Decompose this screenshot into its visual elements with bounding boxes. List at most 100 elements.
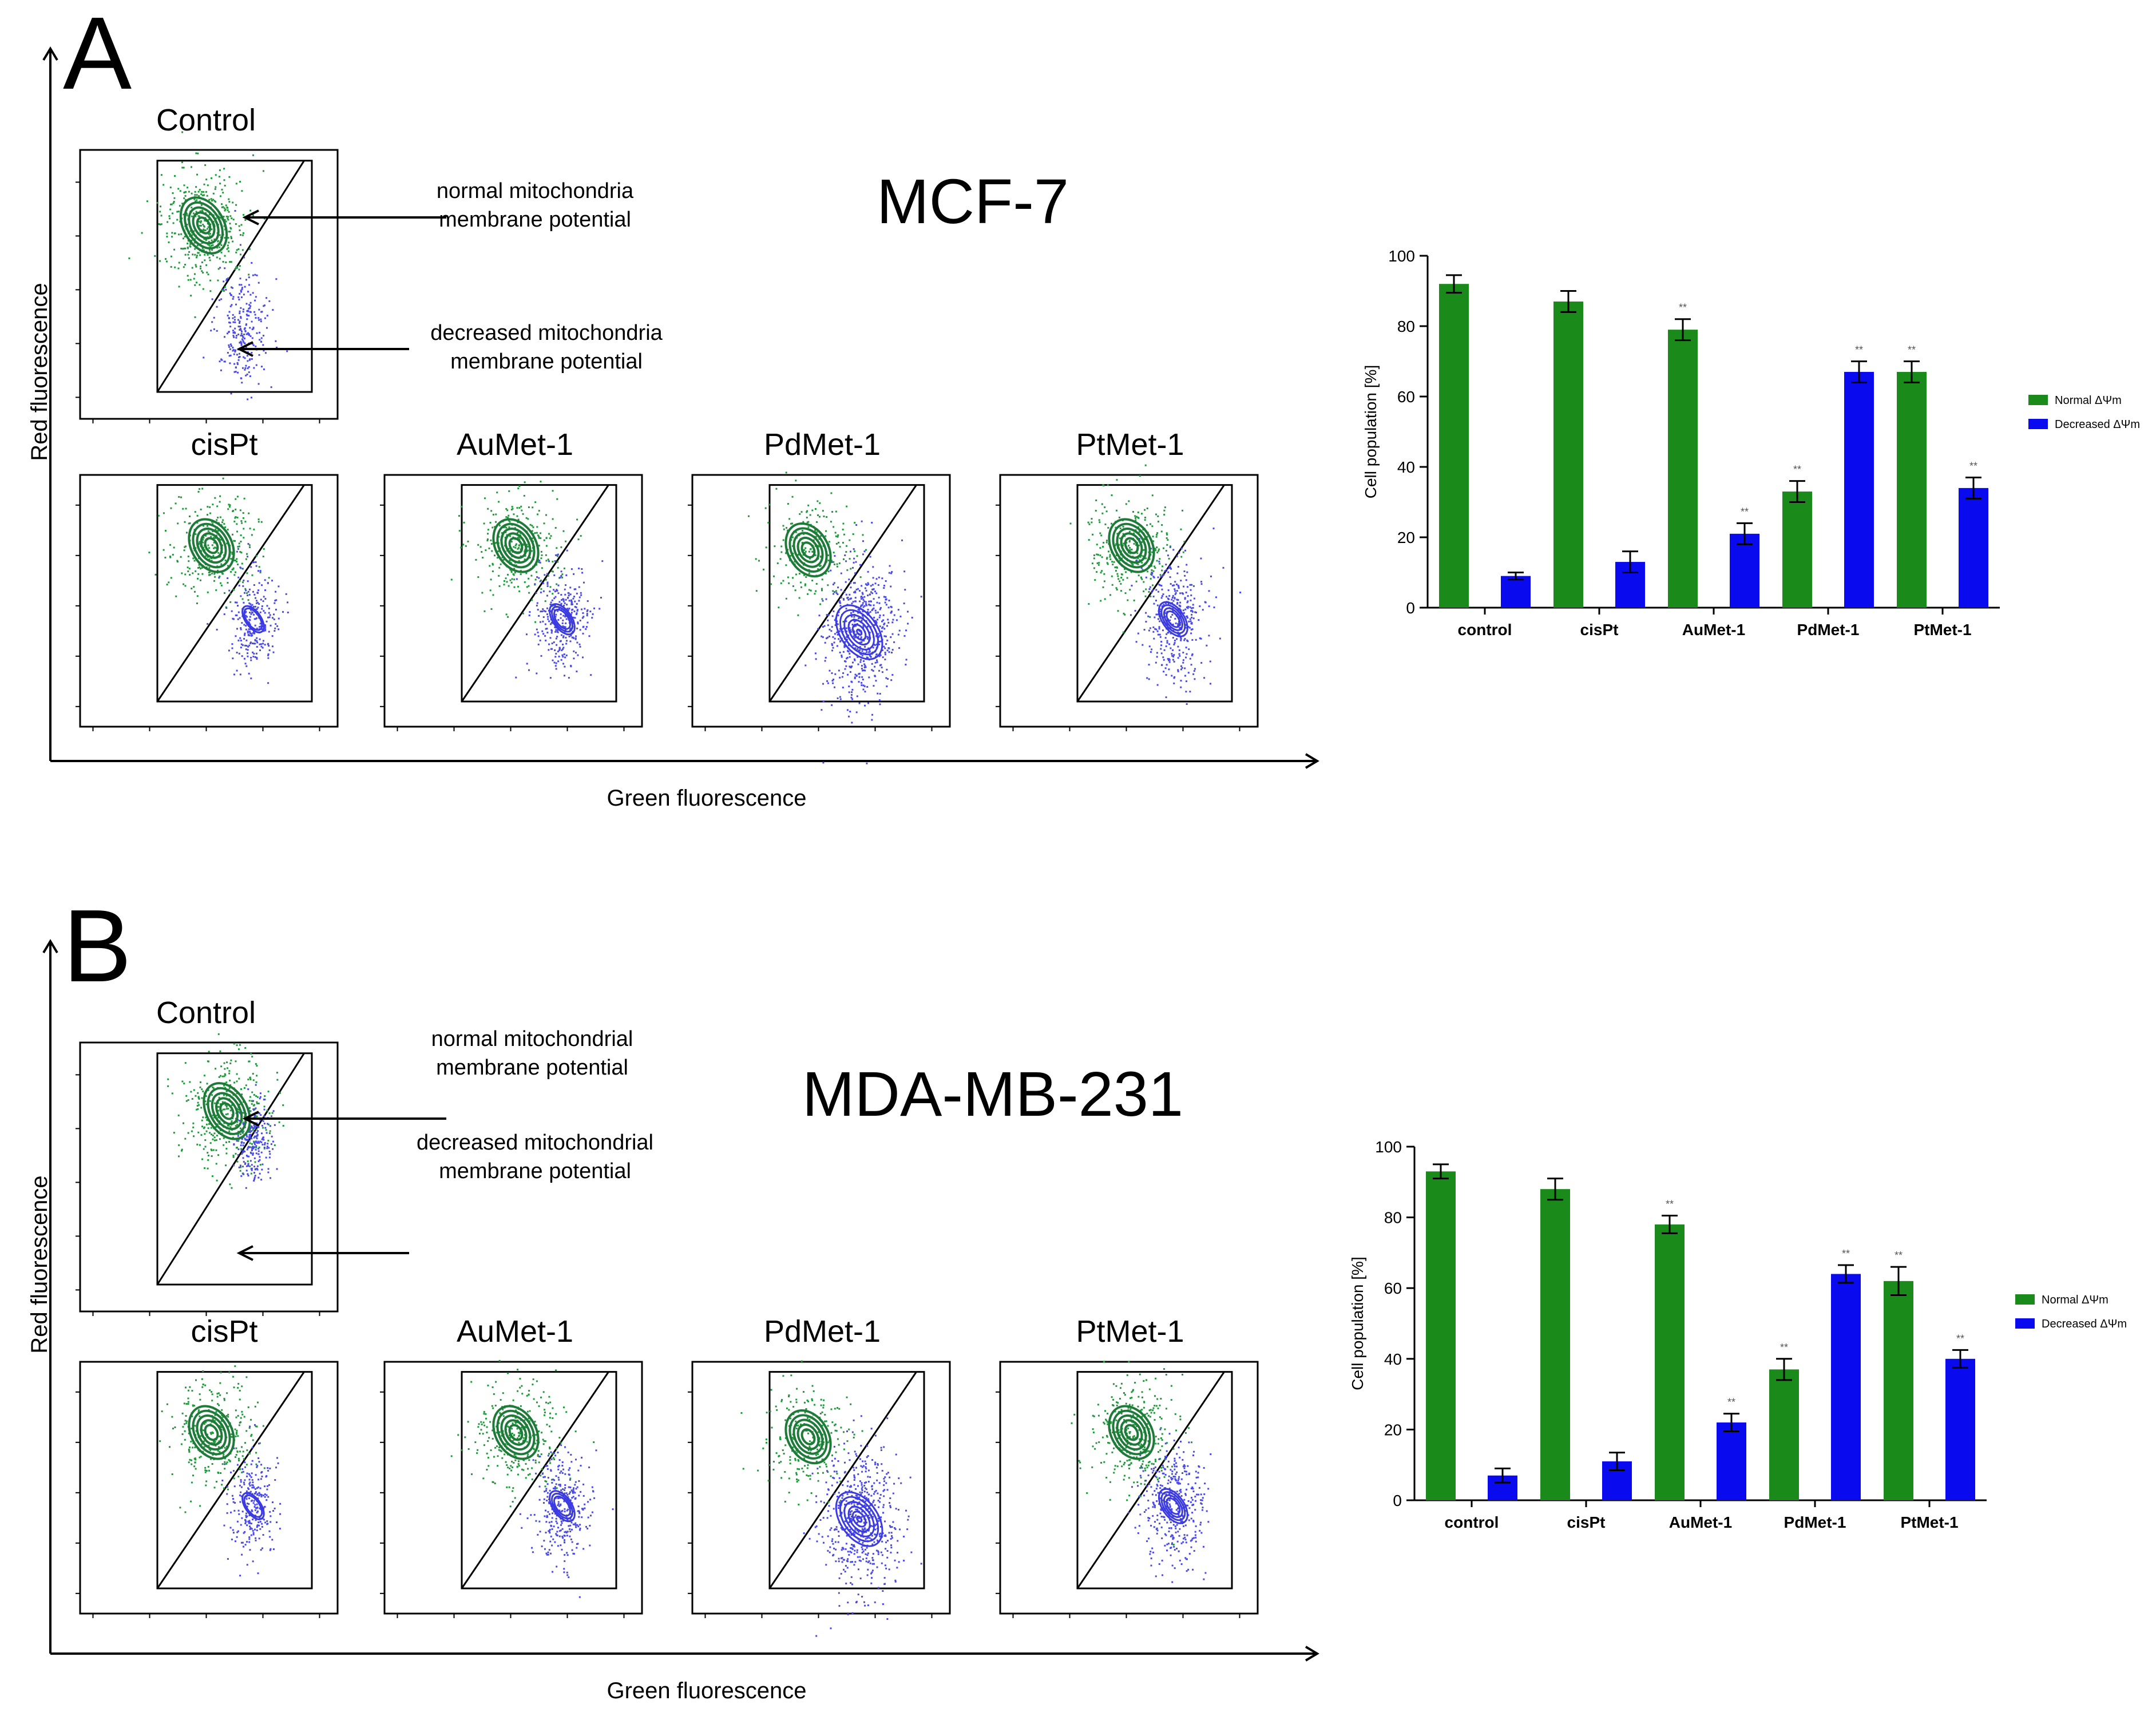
blue-dot <box>822 636 824 639</box>
blue-dot <box>243 579 245 581</box>
green-dot <box>512 1490 514 1492</box>
green-dot <box>770 583 772 585</box>
green-dot <box>214 1441 216 1443</box>
green-dot <box>1135 529 1137 532</box>
green-dot <box>204 1471 207 1473</box>
green-dot <box>504 1443 506 1445</box>
green-dot <box>550 1430 553 1433</box>
blue-dot <box>254 1143 256 1146</box>
blue-dot <box>226 332 228 335</box>
green-dot <box>787 503 789 505</box>
blue-dot <box>257 1160 260 1162</box>
green-dot <box>450 1455 453 1457</box>
blue-dot <box>269 1511 271 1513</box>
blue-dot <box>245 639 248 641</box>
blue-dot <box>1167 658 1169 660</box>
blue-dot <box>270 1115 272 1117</box>
blue-dot <box>245 333 248 335</box>
blue-dot <box>248 672 250 675</box>
green-dot <box>1152 536 1154 538</box>
green-dot <box>223 1075 225 1077</box>
blue-dot <box>1189 691 1191 693</box>
green-dot <box>1103 542 1105 544</box>
blue-dot <box>866 584 868 586</box>
green-dot <box>243 1101 245 1103</box>
green-dot <box>184 1438 186 1441</box>
green-dot <box>211 1094 213 1096</box>
blue-dot <box>564 616 566 618</box>
blue-dot <box>259 1517 261 1519</box>
green-dot <box>528 585 530 587</box>
green-dot <box>195 533 197 536</box>
blue-dot <box>1180 668 1182 671</box>
blue-dot <box>565 615 567 617</box>
green-dot <box>225 204 227 207</box>
green-dot <box>206 525 208 527</box>
green-dot <box>211 244 213 247</box>
green-dot <box>544 1409 546 1411</box>
blue-dot <box>236 605 239 607</box>
green-dot <box>517 1437 519 1440</box>
green-dot <box>244 1442 247 1444</box>
green-dot <box>221 1075 224 1077</box>
blue-dot <box>244 1466 247 1468</box>
blue-dot <box>238 584 240 586</box>
blue-dot <box>878 576 880 578</box>
green-dot <box>233 559 235 561</box>
green-dot <box>223 1084 225 1087</box>
blue-dot <box>586 621 589 624</box>
blue-contour <box>243 1494 263 1518</box>
green-dot <box>236 1080 238 1083</box>
green-dot <box>232 1155 235 1157</box>
green-dot <box>1113 561 1115 563</box>
green-dot <box>215 217 217 220</box>
green-dot <box>224 184 226 187</box>
green-dot <box>555 1413 557 1415</box>
green-dot <box>244 1047 247 1049</box>
green-dot <box>223 179 225 181</box>
blue-dot <box>1177 657 1179 659</box>
blue-dot <box>245 324 247 326</box>
green-dot <box>1138 544 1140 546</box>
green-dot <box>196 1104 199 1107</box>
green-dot <box>492 570 494 572</box>
blue-dot <box>890 636 892 639</box>
blue-dot <box>540 591 542 593</box>
blue-dot <box>253 1424 256 1426</box>
blue-dot <box>249 1528 251 1530</box>
green-dot <box>541 567 543 569</box>
green-dot <box>238 545 240 548</box>
blue-dot <box>1171 613 1174 616</box>
blue-dot <box>240 1479 242 1481</box>
blue-dot <box>551 599 553 601</box>
green-dot <box>246 553 248 555</box>
blue-dot <box>256 1142 259 1144</box>
green-dot <box>206 228 208 230</box>
green-dot <box>576 518 578 521</box>
blue-dot <box>881 649 883 651</box>
green-dot <box>163 549 165 551</box>
blue-dot <box>1177 669 1179 671</box>
green-population-dots <box>450 1360 595 1508</box>
blue-dot <box>1180 636 1182 639</box>
green-dot <box>487 1457 489 1459</box>
blue-dot <box>848 691 850 693</box>
green-dot <box>1125 542 1128 544</box>
blue-dot <box>246 1515 248 1517</box>
green-dot <box>224 1108 226 1111</box>
blue-dot <box>1177 584 1179 586</box>
green-dot <box>1128 549 1131 551</box>
green-dot <box>565 540 567 542</box>
blue-dot <box>1168 668 1170 671</box>
green-dot <box>502 558 505 561</box>
green-dot <box>172 192 174 194</box>
blue-dot <box>1155 613 1158 616</box>
blue-dot <box>245 374 247 376</box>
green-dot <box>201 488 204 490</box>
green-dot <box>234 1365 236 1368</box>
green-dot <box>819 565 821 567</box>
blue-dot <box>885 635 887 637</box>
green-dot <box>184 1423 186 1425</box>
blue-dot <box>831 561 833 563</box>
blue-dot <box>260 366 263 368</box>
